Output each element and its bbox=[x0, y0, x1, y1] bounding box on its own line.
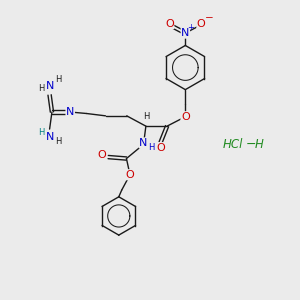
Text: N: N bbox=[139, 138, 148, 148]
Text: −: − bbox=[245, 138, 256, 151]
Text: H: H bbox=[38, 84, 44, 93]
Text: H: H bbox=[255, 138, 264, 151]
Text: HCl: HCl bbox=[222, 138, 243, 151]
Text: N: N bbox=[45, 132, 54, 142]
Text: H: H bbox=[38, 128, 44, 137]
Text: H: H bbox=[148, 143, 155, 152]
Text: O: O bbox=[181, 112, 190, 122]
Text: O: O bbox=[165, 19, 174, 29]
Text: N: N bbox=[181, 28, 190, 38]
Text: −: − bbox=[205, 14, 213, 23]
Text: O: O bbox=[197, 19, 206, 29]
Text: O: O bbox=[156, 142, 165, 153]
Text: H: H bbox=[55, 75, 61, 84]
Text: H: H bbox=[144, 112, 150, 121]
Text: +: + bbox=[187, 23, 194, 32]
Text: O: O bbox=[97, 150, 106, 160]
Text: H: H bbox=[55, 137, 61, 146]
Text: N: N bbox=[45, 80, 54, 91]
Text: O: O bbox=[126, 170, 134, 180]
Text: N: N bbox=[66, 107, 74, 117]
